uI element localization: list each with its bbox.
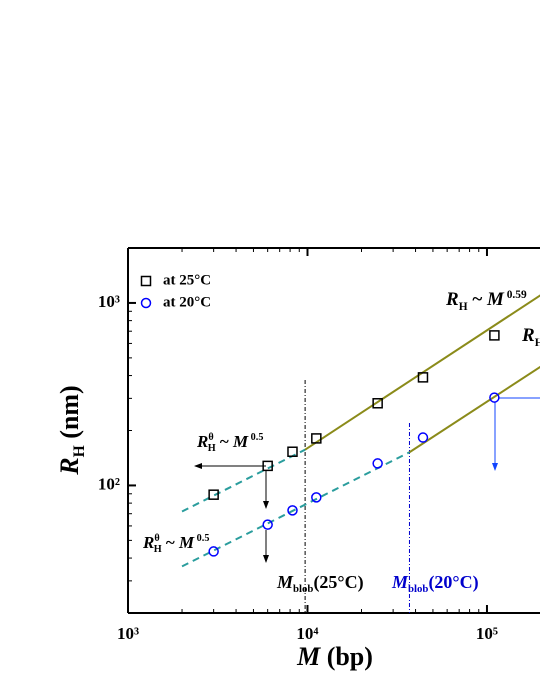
rich-text: Mblob(20°C) bbox=[391, 572, 479, 595]
data-point bbox=[311, 492, 322, 503]
fit-line bbox=[181, 451, 410, 568]
text-segment: (20°C) bbox=[428, 572, 478, 593]
rich-text: RH bbox=[521, 325, 540, 348]
text-segment: M bbox=[486, 289, 505, 310]
text-segment: M bbox=[178, 533, 195, 552]
rich-text: Rθ H ~ M 0.5 bbox=[142, 533, 209, 555]
rich-text: RH ~ M 0.59 bbox=[445, 289, 527, 313]
y-tick-label: 10² bbox=[98, 474, 120, 493]
text-segment: H bbox=[208, 443, 216, 454]
legend-label: at 20°C bbox=[163, 294, 211, 310]
data-point bbox=[208, 489, 219, 500]
text-segment: R bbox=[196, 432, 208, 451]
text-segment: blob bbox=[408, 583, 428, 595]
fit-line bbox=[408, 365, 540, 454]
text-segment: H bbox=[535, 337, 540, 349]
data-point bbox=[311, 433, 322, 444]
fit-line bbox=[181, 448, 306, 513]
text-segment: R bbox=[521, 325, 535, 346]
text-segment: M bbox=[391, 572, 409, 592]
data-point bbox=[489, 392, 500, 403]
data-point bbox=[287, 505, 298, 516]
text-segment: H bbox=[71, 445, 88, 457]
data-point bbox=[208, 546, 219, 557]
rich-text: M (bp) bbox=[296, 642, 373, 671]
text-segment: (25°C) bbox=[313, 572, 363, 593]
text-segment: 0.5 bbox=[248, 432, 263, 443]
text-segment: M bbox=[232, 432, 249, 451]
data-point bbox=[417, 372, 429, 383]
text-segment: H bbox=[154, 544, 162, 555]
rich-text: RH (nm) bbox=[55, 385, 88, 475]
data-point bbox=[287, 446, 298, 457]
text-segment: (nm) bbox=[55, 385, 84, 445]
legend-label: at 25°C bbox=[163, 272, 211, 288]
data-point bbox=[262, 460, 273, 472]
text-segment: θ bbox=[154, 533, 159, 544]
text-segment: blob bbox=[293, 583, 313, 595]
text-segment: 0.59 bbox=[504, 289, 527, 301]
text-segment: ~ bbox=[468, 289, 487, 310]
rich-text: Mblob(25°C) bbox=[276, 572, 364, 595]
text-segment: M bbox=[296, 642, 321, 671]
rich-text: Rθ H ~ M 0.5 bbox=[196, 432, 263, 454]
text-segment: ~ bbox=[162, 533, 179, 552]
data-point bbox=[372, 458, 383, 469]
data-point bbox=[372, 398, 383, 409]
text-segment: M bbox=[276, 572, 294, 592]
y-tick-label: 10³ bbox=[98, 292, 120, 311]
data-point bbox=[417, 432, 429, 443]
text-segment: H bbox=[459, 301, 468, 313]
data-point bbox=[262, 519, 273, 530]
x-tick-label: 10⁴ bbox=[296, 624, 318, 643]
x-tick-label: 10⁵ bbox=[476, 624, 498, 643]
text-segment: R bbox=[55, 457, 84, 475]
data-point bbox=[489, 330, 500, 341]
text-segment: R bbox=[445, 289, 459, 310]
text-segment: θ bbox=[208, 432, 213, 443]
legend-marker bbox=[140, 275, 152, 287]
x-tick-label: 10³ bbox=[117, 624, 139, 643]
arrows bbox=[194, 397, 540, 563]
text-segment: (bp) bbox=[320, 642, 373, 671]
text-segment: ~ bbox=[216, 432, 233, 451]
text-segment: R bbox=[142, 533, 154, 552]
text-segment: 0.5 bbox=[194, 533, 209, 544]
legend-marker bbox=[140, 297, 152, 309]
